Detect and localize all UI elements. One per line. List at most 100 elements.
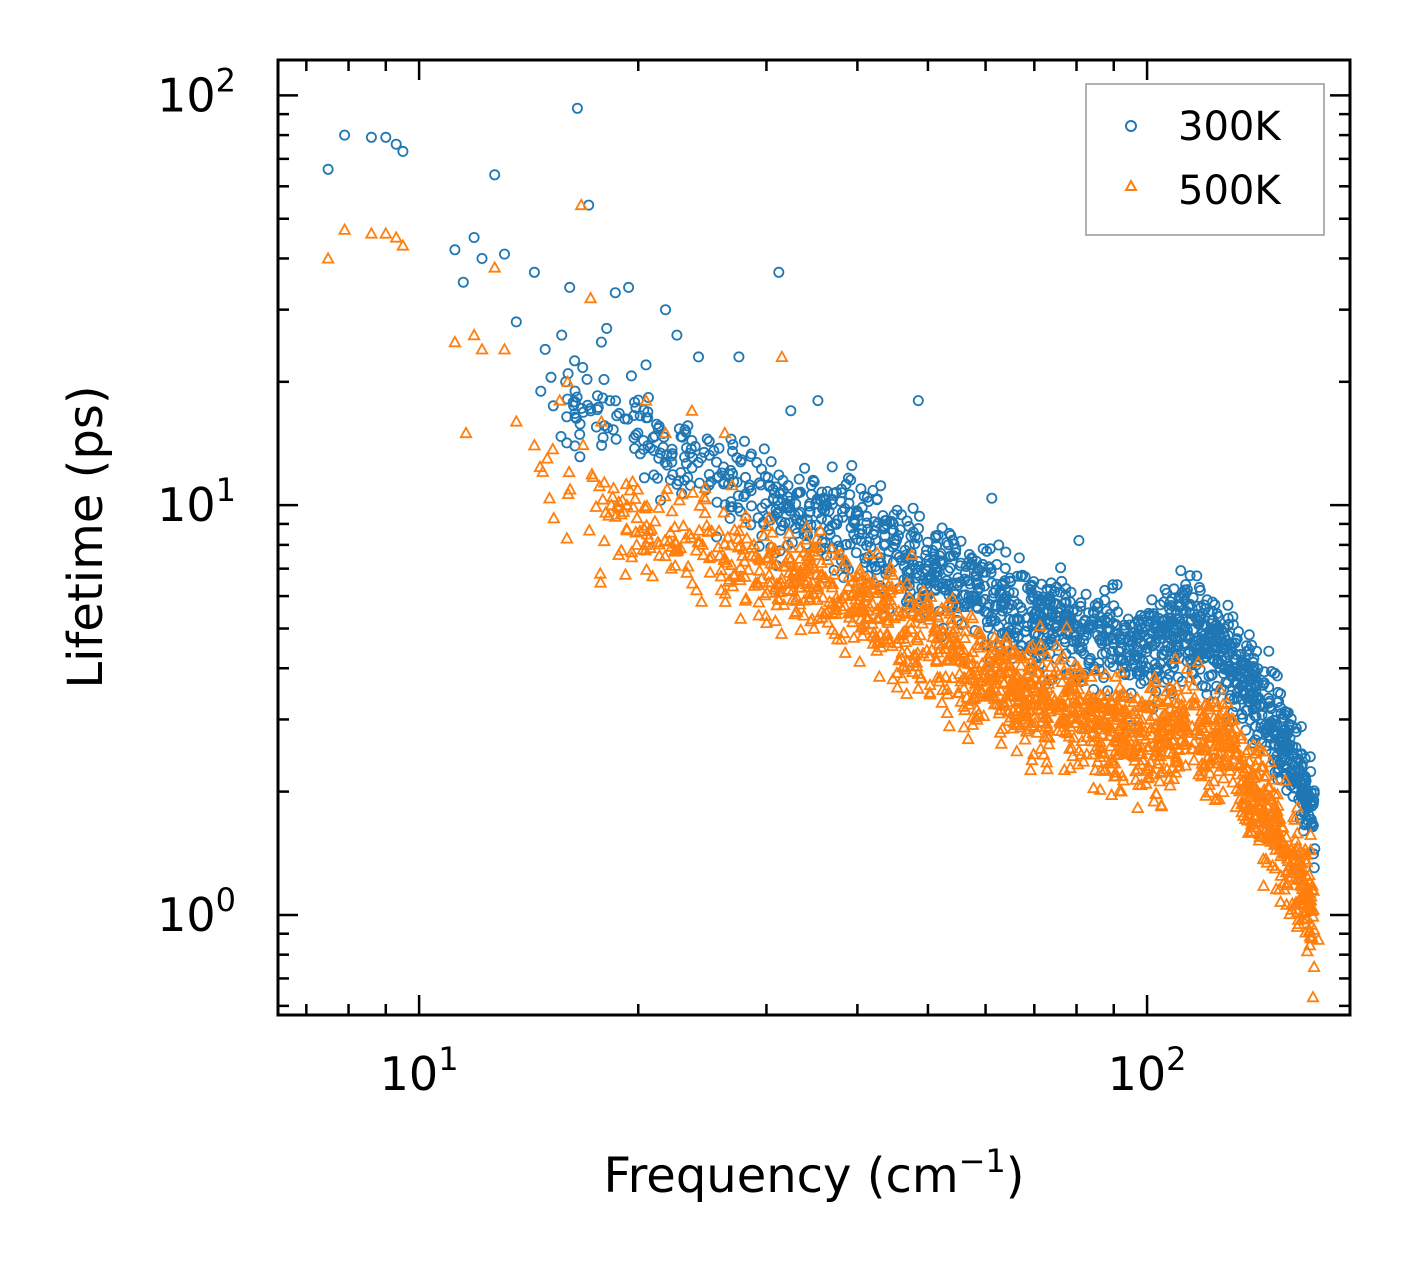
series-0-point [1168, 616, 1180, 628]
series-0-point [1115, 634, 1127, 646]
series-1-point [1114, 665, 1129, 678]
series-1-point [546, 442, 560, 455]
series-0-point [1272, 686, 1284, 698]
series-1-point [938, 669, 953, 682]
series-1-point [1052, 702, 1066, 716]
series-0-point [397, 145, 409, 157]
series-0-point [903, 567, 915, 579]
series-1-point [872, 669, 887, 682]
series-0-point [1119, 669, 1131, 681]
series-0-point [666, 456, 678, 468]
series-1-point [1217, 722, 1231, 735]
series-0-point [986, 492, 998, 504]
series-1-point [923, 687, 937, 700]
series-0-point [671, 329, 683, 341]
series-1-point [740, 531, 754, 544]
series-1-point [663, 525, 678, 538]
series-1-point [1264, 808, 1279, 821]
series-1-point [940, 705, 954, 718]
series-0-point [1227, 619, 1239, 631]
series-1-point [778, 538, 792, 551]
series-1-point [629, 537, 644, 550]
series-0-point [582, 399, 594, 411]
series-0-point [946, 577, 958, 589]
series-0-point [703, 449, 715, 461]
series-1-point [721, 530, 735, 543]
series-1-point [922, 601, 937, 614]
series-0-point [865, 561, 877, 573]
series-1-point [788, 593, 803, 606]
series-0-point [999, 562, 1011, 574]
series-0-point [1192, 631, 1204, 643]
series-1-point [1226, 712, 1241, 725]
series-0-point [1042, 594, 1054, 606]
series-0-point [844, 489, 856, 501]
series-1-point [847, 630, 861, 643]
series-0-point [651, 418, 663, 430]
series-1-point [1149, 674, 1163, 687]
series-1-point [639, 393, 653, 406]
series-1-point [1063, 719, 1078, 732]
series-1-point [1224, 711, 1239, 724]
series-0-point [682, 420, 694, 432]
series-0-point [955, 535, 967, 547]
series-0-point [629, 442, 641, 454]
series-1-point [1180, 722, 1194, 735]
series-0-point [869, 561, 881, 573]
series-0-point [498, 248, 510, 260]
series-1-point [920, 643, 934, 656]
series-1-point [1288, 812, 1302, 825]
series-1-point [761, 550, 776, 563]
series-0-point [1290, 726, 1302, 738]
series-1-point [1169, 679, 1184, 692]
series-1-point [825, 596, 839, 609]
series-1-point [807, 621, 821, 634]
series-0-point [907, 526, 919, 538]
series-1-point [1085, 747, 1100, 760]
series-1-point [1117, 746, 1131, 759]
series-1-point [920, 593, 935, 606]
series-0-point [903, 540, 915, 552]
series-1-point [1236, 796, 1250, 809]
series-1-point [831, 548, 845, 561]
series-1-point [1156, 764, 1170, 777]
series-1-point [1275, 819, 1290, 832]
series-1-point [574, 198, 588, 211]
series-1-point [870, 546, 885, 559]
series-1-point [960, 690, 974, 703]
series-0-point [725, 496, 737, 508]
series-0-point [1180, 579, 1192, 591]
series-1-point [585, 467, 599, 480]
series-0-point [571, 102, 583, 114]
series-1-point [1007, 675, 1021, 688]
series-0-point [1191, 570, 1203, 582]
series-0-point [986, 577, 998, 589]
series-1-point [825, 605, 840, 618]
series-0-point [1135, 678, 1147, 690]
series-1-point [1058, 713, 1072, 726]
series-1-point [1057, 685, 1072, 698]
series-0-point [1299, 819, 1311, 831]
series-1-point [984, 663, 998, 676]
series-1-point [667, 519, 682, 533]
series-1-point [793, 622, 808, 636]
series-1-point [1076, 754, 1091, 767]
series-0-point [1174, 616, 1186, 628]
series-0-point [1004, 613, 1016, 625]
series-1-point [1131, 719, 1145, 732]
series-1-point [1257, 769, 1271, 782]
series-1-point [552, 393, 567, 406]
series-1-point [1163, 719, 1177, 732]
series-0-point [686, 462, 698, 474]
series-0-point [739, 435, 751, 447]
series-1-point [1030, 725, 1044, 738]
series-1-point [637, 521, 651, 534]
series-1-point [1001, 714, 1016, 727]
series-1-point [810, 582, 824, 595]
series-0-point [1083, 620, 1095, 632]
series-0-point [1207, 596, 1219, 608]
series-1-point [1290, 800, 1305, 813]
series-1-point [648, 514, 662, 527]
series-1-point [1216, 784, 1230, 797]
series-1-point [841, 579, 855, 592]
